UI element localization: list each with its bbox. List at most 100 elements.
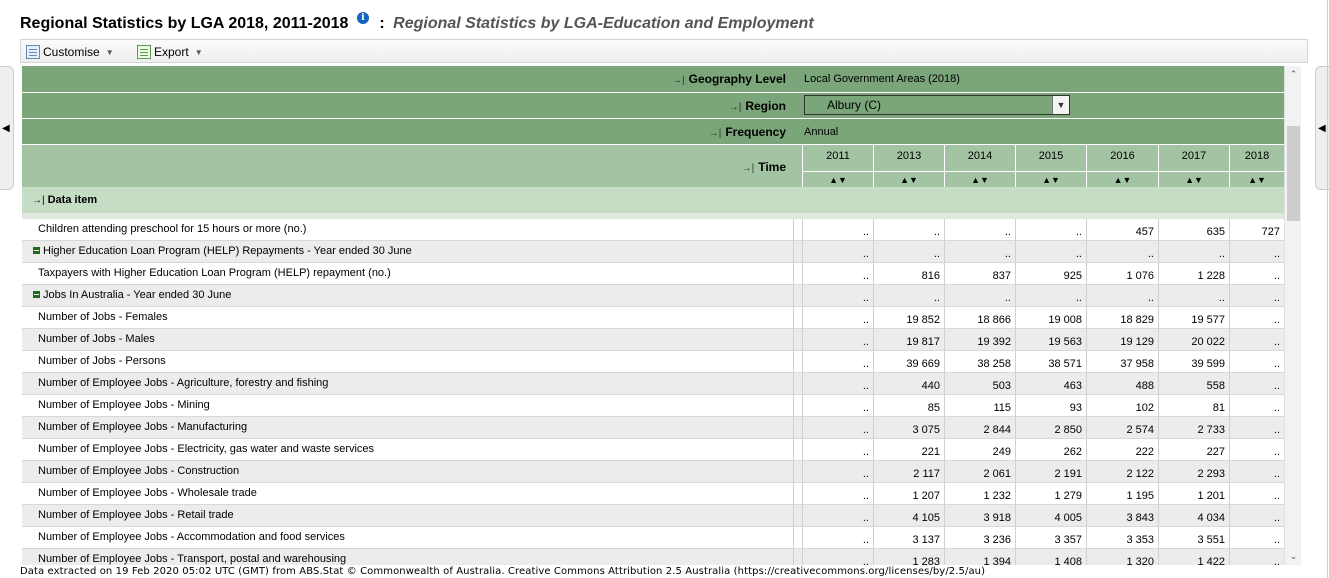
- row-label: Number of Employee Jobs - Mining: [38, 399, 210, 411]
- table-cell: ..: [1158, 285, 1229, 306]
- table-cell: 2 191: [1015, 461, 1086, 482]
- table-cell: ..: [1229, 329, 1284, 350]
- year-column-2018: 2018 ▲▼: [1229, 145, 1284, 187]
- chevron-down-icon[interactable]: ▼: [1052, 96, 1069, 114]
- export-label: Export: [154, 45, 189, 59]
- customise-button[interactable]: Customise ▼: [26, 43, 114, 61]
- table-cell: ..: [944, 241, 1015, 262]
- table-cell: ..: [1229, 417, 1284, 438]
- table-cell: 457: [1086, 219, 1158, 240]
- year-label: 2016: [1110, 150, 1135, 162]
- left-panel-toggle[interactable]: ◀: [0, 66, 14, 190]
- pin-icon: →|: [728, 102, 742, 113]
- scroll-up-icon[interactable]: ⌃: [1289, 69, 1298, 79]
- sort-icon[interactable]: ▲▼: [1087, 171, 1158, 185]
- table-cell: 115: [944, 395, 1015, 416]
- row-label: Higher Education Loan Program (HELP) Rep…: [43, 245, 412, 257]
- table-cell: 1 422: [1158, 549, 1229, 565]
- table-cell: 3 353: [1086, 527, 1158, 548]
- table-row: Number of Jobs - Females.. 19 852 18 866 19…: [22, 307, 1284, 329]
- table-row: Number of Employee Jobs - Retail trade..…: [22, 505, 1284, 527]
- row-label: Children attending preschool for 15 hour…: [38, 223, 307, 235]
- region-label: →| Region: [728, 99, 786, 113]
- table-cell: ..: [802, 285, 873, 306]
- table-cell: ..: [1158, 241, 1229, 262]
- export-button[interactable]: Export ▼: [137, 43, 203, 61]
- year-label: 2014: [967, 150, 993, 162]
- table-cell: 221: [873, 439, 944, 460]
- table-cell: 20 022: [1158, 329, 1229, 350]
- customise-label: Customise: [43, 45, 100, 59]
- table-cell: 1 320: [1086, 549, 1158, 565]
- minus-icon[interactable]: [33, 291, 40, 298]
- table-cell: 1 076: [1086, 263, 1158, 284]
- table-cell: 1 207: [873, 483, 944, 504]
- row-label: Jobs In Australia - Year ended 30 June: [43, 289, 232, 301]
- sort-icon[interactable]: ▲▼: [803, 171, 873, 185]
- info-icon[interactable]: i: [356, 12, 369, 24]
- table-row: Number of Jobs - Males.. 19 817 19 392 19 5…: [22, 329, 1284, 351]
- table-cell: 925: [1015, 263, 1086, 284]
- arrow-left-icon: ◀: [1318, 123, 1326, 134]
- sort-icon[interactable]: ▲▼: [945, 171, 1015, 185]
- table-cell: 1 201: [1158, 483, 1229, 504]
- group-label[interactable]: Higher Education Loan Program (HELP) Rep…: [22, 241, 794, 262]
- sort-icon[interactable]: ▲▼: [1016, 171, 1086, 185]
- row-label: Number of Employee Jobs - Manufacturing: [38, 421, 248, 433]
- table-cell: 4 005: [1015, 505, 1086, 526]
- table-cell: ..: [802, 417, 873, 438]
- row-label: Number of Employee Jobs - Wholesale trad…: [38, 487, 257, 499]
- table-cell: 18 866: [944, 307, 1015, 328]
- arrow-left-icon: ◀: [2, 123, 10, 134]
- pin-icon: →|: [32, 195, 45, 206]
- scroll-down-icon[interactable]: ⌄: [1289, 551, 1298, 561]
- table-cell: 2 117: [873, 461, 944, 482]
- year-column-2014: 2014 ▲▼: [944, 145, 1015, 187]
- group-label[interactable]: Jobs In Australia - Year ended 30 June: [22, 285, 794, 306]
- table-cell: 3 843: [1086, 505, 1158, 526]
- data-item-name: Number of Jobs - Females: [22, 307, 794, 328]
- table-cell: ..: [802, 219, 873, 240]
- sort-icon[interactable]: ▲▼: [874, 171, 944, 185]
- group-row: Jobs In Australia - Year ended 30 June..…: [22, 285, 1284, 307]
- year-column-2013: 2013 ▲▼: [873, 145, 944, 187]
- table-cell: ..: [944, 285, 1015, 306]
- sort-icon[interactable]: ▲▼: [1230, 171, 1284, 185]
- table-cell: ..: [802, 483, 873, 504]
- year-label: 2017: [1181, 150, 1207, 162]
- scrollbar-thumb[interactable]: [1287, 126, 1300, 221]
- year-label: 2018: [1244, 150, 1270, 162]
- table-cell: 1 228: [1158, 263, 1229, 284]
- row-label: Number of Jobs - Males: [38, 333, 155, 345]
- pin-icon: →|: [708, 128, 722, 139]
- minus-icon[interactable]: [33, 247, 40, 254]
- table-cell: ..: [802, 549, 873, 565]
- table-row: Number of Employee Jobs - Agriculture, f…: [22, 373, 1284, 395]
- geography-level-label: →| Geography Level: [672, 72, 786, 86]
- table-cell: 503: [944, 373, 1015, 394]
- right-panel-toggle[interactable]: ◀: [1315, 66, 1329, 190]
- data-table: →| Geography Level Local Government Areas…: [22, 66, 1284, 565]
- year-column-2017: 2017 ▲▼: [1158, 145, 1229, 187]
- frequency-label: →| Frequency: [708, 125, 786, 139]
- table-cell: ..: [1086, 285, 1158, 306]
- table-cell: 39 669: [873, 351, 944, 372]
- table-cell: 1 283: [873, 549, 944, 565]
- table-cell: 227: [1158, 439, 1229, 460]
- export-icon: [137, 45, 151, 59]
- table-cell: 2 844: [944, 417, 1015, 438]
- vertical-scrollbar[interactable]: ⌃ ⌄: [1284, 66, 1301, 565]
- table-cell: 81: [1158, 395, 1229, 416]
- table-cell: 3 075: [873, 417, 944, 438]
- table-cell: ..: [1015, 285, 1086, 306]
- region-select[interactable]: Albury (C) ▼: [804, 95, 1070, 115]
- divider: [22, 118, 1284, 119]
- table-cell: 1 408: [1015, 549, 1086, 565]
- table-cell: 3 137: [873, 527, 944, 548]
- table-cell: 19 852: [873, 307, 944, 328]
- table-cell: ..: [802, 351, 873, 372]
- table-cell: 249: [944, 439, 1015, 460]
- sort-icon[interactable]: ▲▼: [1159, 171, 1229, 185]
- table-cell: ..: [802, 505, 873, 526]
- table-row: Number of Jobs - Persons.. 39 669 38 258 38…: [22, 351, 1284, 373]
